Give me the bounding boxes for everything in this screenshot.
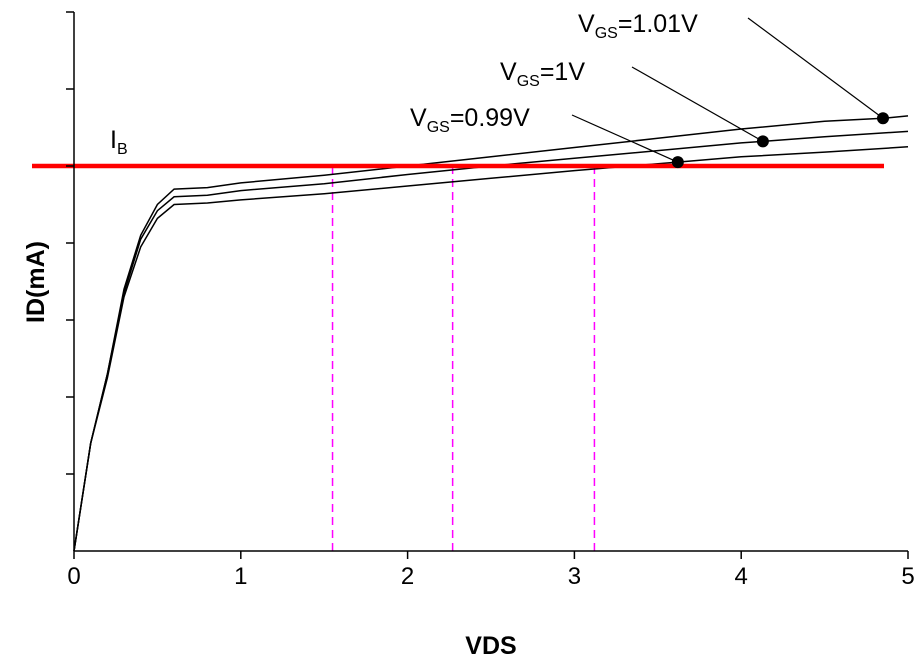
x-axis-title: VDS (465, 632, 516, 660)
x-tick-label: 2 (401, 563, 414, 590)
series-label-rest: =1V (540, 58, 586, 86)
y-axis-title: ID(mA) (22, 241, 50, 323)
series-line (73, 115, 909, 552)
x-tick-label: 0 (67, 563, 80, 590)
series-marker (756, 135, 769, 148)
series-label: VGS=0.99V (410, 104, 530, 136)
series-label-main: V (410, 104, 427, 132)
leader-line (631, 66, 764, 142)
series-label-sub: GS (517, 73, 540, 90)
axes (73, 12, 908, 552)
series-label-sub: GS (427, 119, 450, 136)
crossing-lines (331, 166, 596, 551)
x-tick-label: 4 (735, 563, 748, 590)
series-label-sub: GS (595, 25, 618, 42)
series-label-main: V (500, 58, 517, 86)
series-label-main: V (578, 10, 595, 38)
bias-current-label: IB (110, 126, 128, 158)
series-line (73, 130, 909, 552)
x-tick-label: 3 (568, 563, 581, 590)
x-ticks: 0 1 2 3 4 5 (67, 551, 915, 590)
series-line (73, 146, 909, 552)
leader-line (571, 114, 679, 163)
leader-line (747, 17, 884, 119)
series-label-rest: =0.99V (450, 104, 530, 132)
series-marker (876, 112, 889, 125)
series-label: VGS=1V (500, 58, 585, 90)
y-ticks (66, 11, 74, 475)
bias-current-label-sub: B (117, 141, 128, 158)
series-label-rest: =1.01V (618, 10, 698, 38)
x-tick-label: 5 (901, 563, 914, 590)
series-marker (671, 156, 684, 169)
markers (571, 17, 889, 169)
bias-current-label-main: I (110, 126, 117, 154)
series-group (73, 115, 909, 552)
series-label: VGS=1.01V (578, 10, 698, 42)
x-tick-label: 1 (234, 563, 247, 590)
